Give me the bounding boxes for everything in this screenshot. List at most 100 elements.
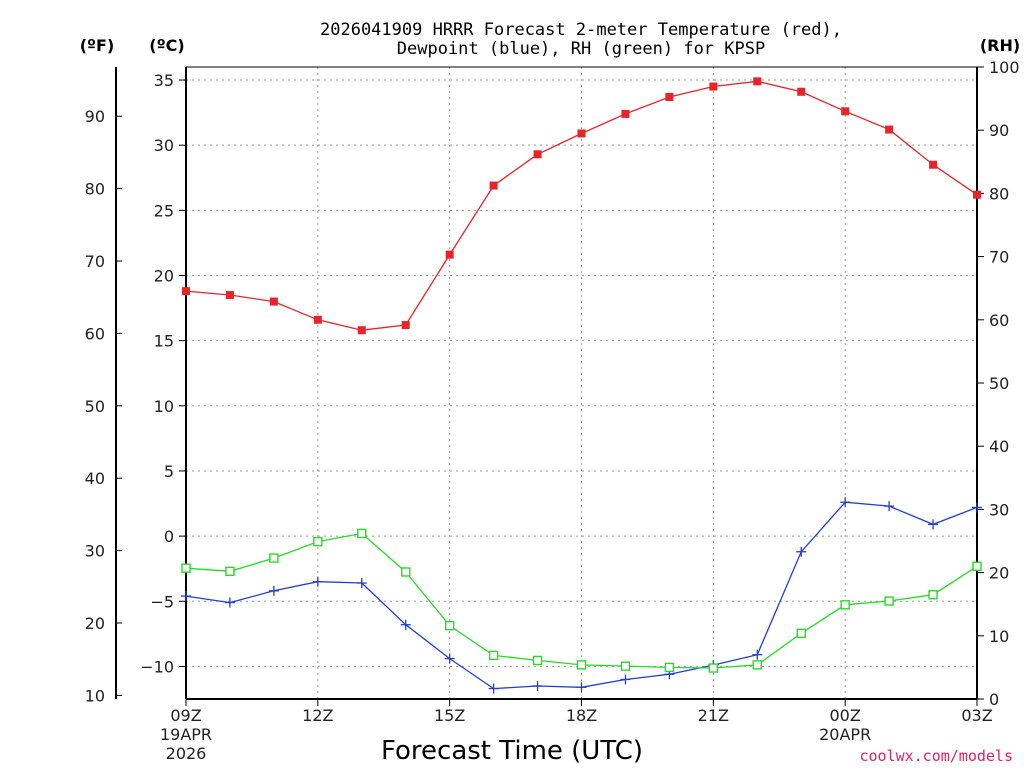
temperature-point xyxy=(269,297,278,306)
fahrenheit-tick-label: 50 xyxy=(85,397,105,416)
fahrenheit-tick-label: 90 xyxy=(85,107,105,126)
x-tick-label: 03Z xyxy=(961,706,992,725)
rh-tick-label: 60 xyxy=(989,311,1009,330)
celsius-tick-label: 15 xyxy=(154,332,174,351)
dewpoint-point xyxy=(356,578,367,589)
fahrenheit-tick-label: 60 xyxy=(85,324,105,343)
rh-point xyxy=(928,590,938,600)
rh-tick-label: 0 xyxy=(989,690,999,709)
rh-point xyxy=(708,663,719,673)
rh-point xyxy=(444,620,455,631)
x-tick-label: 09Z xyxy=(170,706,201,725)
temperature-point xyxy=(841,107,850,116)
rh-tick-label: 20 xyxy=(989,564,1009,583)
dewpoint-point xyxy=(312,576,323,587)
dewpoint-point xyxy=(444,653,455,664)
temperature-point xyxy=(973,190,981,199)
x-tick-label: 21Z xyxy=(698,706,729,725)
celsius-tick-label: 25 xyxy=(154,201,174,220)
temperature-point xyxy=(929,160,938,169)
celsius-tick-label: 30 xyxy=(154,136,174,155)
rh-point xyxy=(752,660,762,670)
fahrenheit-tick-label: 70 xyxy=(85,252,105,271)
fahrenheit-tick-label: 30 xyxy=(85,542,105,561)
rh-tick-label: 40 xyxy=(989,437,1009,456)
rh-tick-label: 50 xyxy=(989,374,1009,393)
temperature-point xyxy=(665,92,674,101)
dewpoint-point xyxy=(928,519,939,530)
x-tick-label: 18Z xyxy=(566,706,597,725)
celsius-tick-label: 0 xyxy=(164,527,174,546)
temperature-point xyxy=(797,87,806,96)
credit-text: coolwx.com/models xyxy=(859,747,1013,765)
temperature-point xyxy=(533,150,542,159)
rh-tick-label: 10 xyxy=(989,627,1009,646)
x-tick-date-label: 20APR xyxy=(819,725,871,744)
rh-tick-label: 80 xyxy=(989,184,1009,203)
rh-point xyxy=(884,596,894,606)
axes: 35302520151050−5−10908070605040302010100… xyxy=(85,58,1020,763)
celsius-tick-label: −10 xyxy=(140,657,174,676)
rh-point xyxy=(972,561,982,571)
rh-point xyxy=(664,662,675,673)
rh-point xyxy=(620,661,631,671)
rh-point xyxy=(225,566,235,577)
dewpoint-point xyxy=(972,502,982,513)
x-tick-label: 15Z xyxy=(434,706,465,725)
temperature-point xyxy=(225,291,234,300)
rh-point xyxy=(313,536,323,547)
fahrenheit-unit-label: (ºF) xyxy=(80,36,115,55)
dewpoint-point xyxy=(268,585,279,596)
rh-tick-label: 90 xyxy=(989,121,1009,140)
rh-point xyxy=(840,600,850,610)
dewpoint-point xyxy=(181,591,191,602)
rh-tick-label: 100 xyxy=(989,58,1020,77)
temperature-point xyxy=(357,326,366,335)
celsius-tick-label: −5 xyxy=(150,592,174,611)
dewpoint-point xyxy=(840,497,851,508)
dewpoint-point xyxy=(488,683,499,694)
rh-point xyxy=(357,528,367,539)
x-tick-date-label: 19APR xyxy=(160,725,212,744)
temperature-point xyxy=(577,129,586,138)
rh-point xyxy=(181,563,191,573)
temperature-point xyxy=(753,77,762,86)
dewpoint-point xyxy=(532,680,543,691)
temperature-point xyxy=(885,125,894,134)
chart-title-line2: Dewpoint (blue), RH (green) for KPSP xyxy=(397,39,765,59)
temperature-point xyxy=(621,109,630,118)
rh-point xyxy=(488,650,499,661)
dewpoint-point xyxy=(224,597,235,608)
fahrenheit-tick-label: 10 xyxy=(85,686,105,705)
rh-unit-label: (RH) xyxy=(980,36,1020,55)
dewpoint-point xyxy=(620,674,631,685)
data-series xyxy=(181,77,982,694)
temperature-point xyxy=(313,315,322,324)
celsius-unit-label: (ºC) xyxy=(149,36,184,55)
temperature-point xyxy=(182,287,190,296)
celsius-tick-label: 10 xyxy=(154,397,174,416)
x-tick-label: 00Z xyxy=(830,706,861,725)
rh-point xyxy=(401,567,411,577)
rh-point xyxy=(532,655,543,666)
x-tick-label: 12Z xyxy=(302,706,333,725)
dewpoint-point xyxy=(752,649,763,660)
temperature-point xyxy=(445,250,454,259)
dewpoint-point xyxy=(884,501,895,512)
dewpoint-point xyxy=(576,682,587,693)
rh-point xyxy=(576,660,587,670)
fahrenheit-tick-label: 80 xyxy=(85,180,105,199)
celsius-tick-label: 5 xyxy=(164,462,174,481)
celsius-tick-label: 35 xyxy=(154,71,174,90)
rh-tick-label: 30 xyxy=(989,500,1009,519)
fahrenheit-tick-label: 20 xyxy=(85,614,105,633)
chart-title-line1: 2026041909 HRRR Forecast 2-meter Tempera… xyxy=(320,20,842,40)
celsius-tick-label: 20 xyxy=(154,266,174,285)
dewpoint-point xyxy=(796,546,807,557)
temperature-point xyxy=(489,181,498,190)
x-tick-year-label: 2026 xyxy=(166,744,207,763)
rh-tick-label: 70 xyxy=(989,248,1009,267)
fahrenheit-tick-label: 40 xyxy=(85,469,105,488)
